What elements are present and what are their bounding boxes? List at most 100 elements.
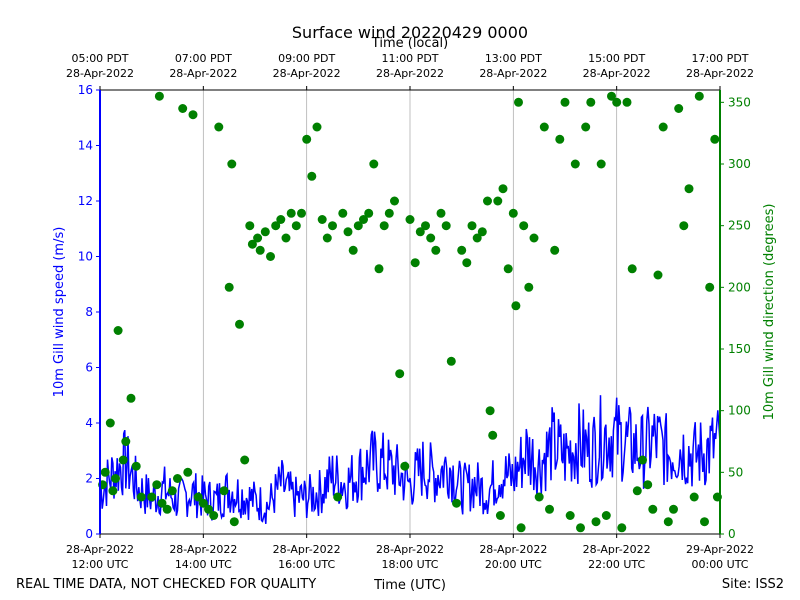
x-tick-date: 28-Apr-2022 xyxy=(66,543,134,556)
x-tick-date: 28-Apr-2022 xyxy=(376,543,444,556)
y-right-tick-label: 100 xyxy=(728,404,751,418)
direction-point xyxy=(555,134,565,144)
quality-notice: REAL TIME DATA, NOT CHECKED FOR QUALITY xyxy=(16,577,316,592)
direction-point xyxy=(229,517,239,527)
top-tick-time: 11:00 PDT xyxy=(381,52,438,65)
direction-point xyxy=(658,122,668,132)
direction-point xyxy=(108,486,118,496)
direction-point xyxy=(204,504,213,514)
direction-point xyxy=(105,418,115,428)
direction-point xyxy=(157,498,167,508)
direction-series xyxy=(98,91,722,533)
direction-point xyxy=(247,239,257,249)
top-tick-time: 09:00 PDT xyxy=(278,52,335,65)
direction-point xyxy=(550,245,560,255)
x-tick-time: 12:00 UTC xyxy=(71,558,128,571)
direction-point xyxy=(632,486,642,496)
direction-point xyxy=(493,196,503,206)
direction-point xyxy=(539,122,549,132)
direction-point xyxy=(694,91,704,101)
direction-point xyxy=(395,369,405,379)
y-right-tick-label: 250 xyxy=(728,219,751,233)
x-tick-time: 20:00 UTC xyxy=(485,558,542,571)
direction-point xyxy=(260,227,270,237)
direction-point xyxy=(348,245,358,255)
y-left-tick-label: 8 xyxy=(85,305,93,319)
direction-point xyxy=(452,498,461,508)
x-tick-date: 28-Apr-2022 xyxy=(273,543,341,556)
top-tick-time: 15:00 PDT xyxy=(588,52,645,65)
direction-point xyxy=(178,104,188,113)
y-right-tick-label: 50 xyxy=(728,465,743,479)
direction-point xyxy=(271,221,281,231)
direction-point xyxy=(384,208,394,218)
y-left-tick-label: 0 xyxy=(85,527,93,541)
direction-point xyxy=(477,227,487,237)
y-left-tick-label: 4 xyxy=(85,416,93,430)
y-left-tick-label: 12 xyxy=(78,194,93,208)
x-tick-time: 16:00 UTC xyxy=(278,558,335,571)
direction-point xyxy=(343,227,353,237)
direction-point xyxy=(519,221,529,231)
direction-point xyxy=(317,215,327,224)
y-left-tick-label: 16 xyxy=(78,83,93,97)
site-label: Site: ISS2 xyxy=(722,577,784,592)
direction-point xyxy=(276,215,286,224)
top-tick-date: 28-Apr-2022 xyxy=(273,67,341,80)
direction-point xyxy=(379,221,389,231)
direction-point xyxy=(462,258,472,268)
top-tick-date: 28-Apr-2022 xyxy=(169,67,237,80)
direction-point xyxy=(162,504,172,514)
direction-point xyxy=(586,97,596,107)
top-tick-date: 28-Apr-2022 xyxy=(376,67,444,80)
direction-point xyxy=(545,504,554,514)
x-axis-label: Time (UTC) xyxy=(373,578,446,593)
direction-point xyxy=(612,97,622,107)
top-tick-date: 28-Apr-2022 xyxy=(479,67,547,80)
direction-point xyxy=(118,455,128,465)
direction-point xyxy=(173,474,182,483)
direction-point xyxy=(446,356,456,366)
direction-point xyxy=(307,171,317,181)
direction-point xyxy=(333,492,343,502)
direction-point xyxy=(328,221,337,231)
x-tick-date: 29-Apr-2022 xyxy=(686,543,754,556)
direction-point xyxy=(266,252,275,261)
direction-point xyxy=(607,91,616,101)
direction-point xyxy=(483,196,492,206)
direction-point xyxy=(674,104,684,113)
direction-point xyxy=(653,270,663,280)
direction-point xyxy=(364,208,374,218)
x-tick-date: 28-Apr-2022 xyxy=(583,543,651,556)
direction-point xyxy=(426,233,436,243)
direction-point xyxy=(400,461,410,471)
direction-point xyxy=(710,134,720,144)
direction-point xyxy=(643,480,653,490)
direction-point xyxy=(485,406,495,416)
x-tick-time: 22:00 UTC xyxy=(588,558,645,571)
direction-point xyxy=(136,492,146,502)
direction-point xyxy=(113,326,123,335)
direction-point xyxy=(684,184,694,194)
direction-point xyxy=(508,208,518,218)
direction-point xyxy=(689,492,699,502)
direction-point xyxy=(291,221,301,231)
axis-ticks: 28-Apr-2022 12:00 UTC 28-Apr-2022 14:00 UTC… xyxy=(66,52,754,571)
y-right-tick-label: 300 xyxy=(728,157,751,171)
direction-point xyxy=(405,215,415,224)
y-left-tick-label: 2 xyxy=(85,472,93,486)
direction-point xyxy=(421,221,430,231)
direction-point xyxy=(100,467,110,477)
direction-point xyxy=(679,221,689,231)
direction-point xyxy=(167,486,177,496)
direction-point xyxy=(663,517,673,527)
top-tick-date: 28-Apr-2022 xyxy=(66,67,134,80)
direction-point xyxy=(281,233,291,243)
direction-point xyxy=(322,233,332,243)
direction-point xyxy=(700,517,709,527)
direction-point xyxy=(147,492,157,502)
top-tick-time: 17:00 PDT xyxy=(691,52,748,65)
direction-point xyxy=(622,97,632,107)
direction-point xyxy=(219,486,229,496)
